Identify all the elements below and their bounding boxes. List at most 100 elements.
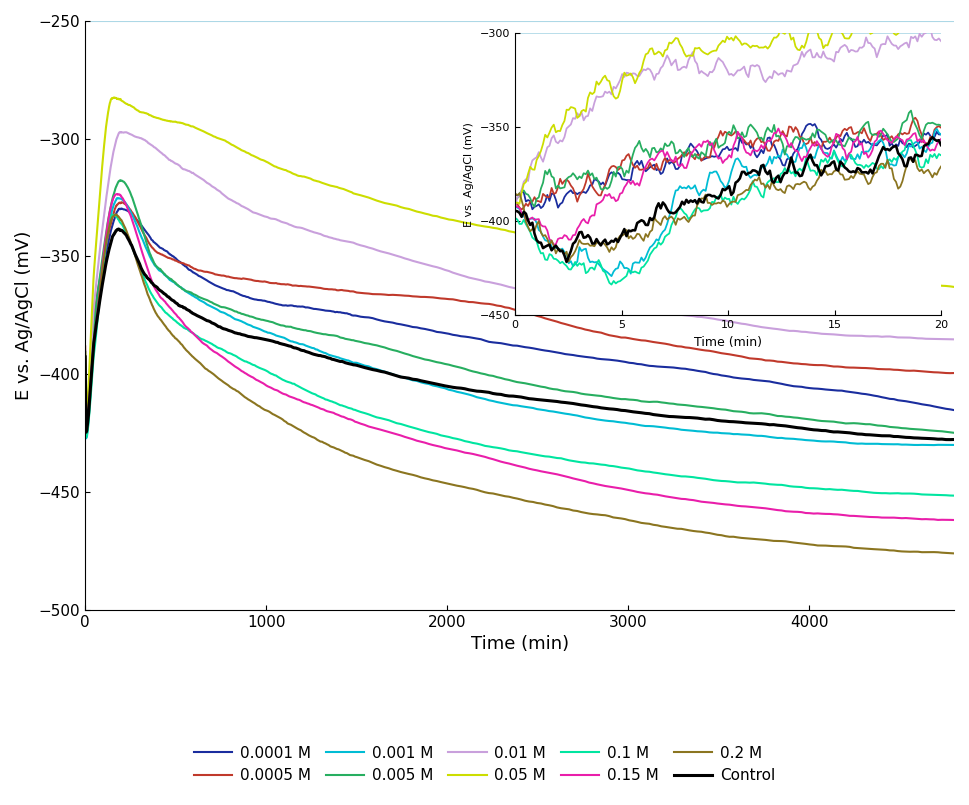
Line: 0.0005 M: 0.0005 M xyxy=(85,202,954,417)
0.01 M xyxy=(147,141,159,151)
0.0001 M xyxy=(84,382,96,391)
0.2 M xyxy=(110,210,122,220)
0.0001 M xyxy=(135,219,146,229)
0.0001 M xyxy=(115,204,127,213)
0.001 M xyxy=(349,358,360,368)
Control xyxy=(134,259,145,269)
0.15 M xyxy=(79,353,91,363)
0.0005 M xyxy=(79,341,91,350)
0.001 M xyxy=(928,440,940,450)
0.05 M xyxy=(135,107,146,117)
Legend: 0.0001 M, 0.0005 M, 0.001 M, 0.005 M, 0.01 M, 0.05 M, 0.1 M, 0.15 M, 0.2 M, Cont: 0.0001 M, 0.0005 M, 0.001 M, 0.005 M, 0.… xyxy=(188,740,781,790)
0.01 M xyxy=(828,329,839,339)
0.2 M xyxy=(949,548,960,558)
0.005 M xyxy=(949,428,960,438)
0.15 M xyxy=(949,515,960,525)
Control xyxy=(949,435,960,444)
0.0005 M xyxy=(351,287,362,297)
0.05 M xyxy=(79,347,91,357)
Line: 0.15 M: 0.15 M xyxy=(85,194,954,520)
0.005 M xyxy=(83,383,95,393)
0.01 M xyxy=(351,239,362,249)
Line: Control: Control xyxy=(85,229,954,440)
Y-axis label: E vs. Ag/AgCl (mV): E vs. Ag/AgCl (mV) xyxy=(15,231,33,400)
0.0005 M xyxy=(135,222,146,232)
0.001 M xyxy=(86,359,98,369)
0.0005 M xyxy=(80,412,92,422)
0.01 M xyxy=(949,335,960,345)
0.005 M xyxy=(86,340,98,349)
0.1 M xyxy=(107,210,118,220)
0.0005 M xyxy=(147,243,159,253)
Control xyxy=(824,427,835,436)
0.0001 M xyxy=(949,405,960,415)
0.005 M xyxy=(79,346,91,356)
Line: 0.05 M: 0.05 M xyxy=(85,97,954,411)
0.15 M xyxy=(349,417,360,427)
0.005 M xyxy=(146,254,158,263)
0.05 M xyxy=(147,112,159,122)
0.001 M xyxy=(79,358,91,368)
0.1 M xyxy=(86,369,98,379)
Control xyxy=(944,435,955,444)
0.005 M xyxy=(349,336,360,345)
0.01 M xyxy=(86,326,98,336)
0.0005 M xyxy=(949,368,960,378)
0.005 M xyxy=(134,215,145,225)
0.0001 M xyxy=(147,236,159,246)
0.15 M xyxy=(86,357,98,366)
0.05 M xyxy=(949,282,960,291)
Line: 0.2 M: 0.2 M xyxy=(85,215,954,553)
0.05 M xyxy=(828,270,839,280)
Control xyxy=(79,351,91,361)
Control xyxy=(112,225,124,234)
0.2 M xyxy=(83,394,95,404)
0.05 M xyxy=(86,297,98,307)
0.05 M xyxy=(80,407,92,416)
0.0001 M xyxy=(86,342,98,352)
0.15 M xyxy=(111,189,123,199)
0.01 M xyxy=(114,127,126,137)
0.0001 M xyxy=(828,386,839,395)
0.0005 M xyxy=(86,332,98,341)
X-axis label: Time (min): Time (min) xyxy=(471,635,569,653)
0.01 M xyxy=(80,415,92,425)
0.05 M xyxy=(351,189,362,199)
0.0001 M xyxy=(80,417,92,427)
Line: 0.1 M: 0.1 M xyxy=(85,215,954,496)
0.15 M xyxy=(824,509,835,518)
0.001 M xyxy=(83,400,95,410)
0.15 M xyxy=(146,277,158,287)
0.001 M xyxy=(824,436,835,446)
0.0005 M xyxy=(828,361,839,371)
0.2 M xyxy=(824,541,835,551)
0.05 M xyxy=(108,93,119,102)
Line: 0.001 M: 0.001 M xyxy=(85,198,954,445)
0.0005 M xyxy=(84,374,96,384)
Control xyxy=(349,360,360,369)
0.2 M xyxy=(79,353,91,363)
0.15 M xyxy=(83,390,95,400)
0.01 M xyxy=(79,345,91,355)
0.0005 M xyxy=(115,197,127,207)
0.0001 M xyxy=(79,346,91,356)
0.1 M xyxy=(949,491,960,501)
Line: 0.0001 M: 0.0001 M xyxy=(85,208,954,422)
0.001 M xyxy=(134,228,145,237)
Line: 0.01 M: 0.01 M xyxy=(85,132,954,420)
0.005 M xyxy=(824,417,835,427)
0.1 M xyxy=(146,290,158,299)
0.005 M xyxy=(115,175,127,185)
Line: 0.005 M: 0.005 M xyxy=(85,180,954,433)
0.001 M xyxy=(111,193,123,203)
0.05 M xyxy=(84,357,96,366)
0.2 M xyxy=(86,357,98,366)
0.2 M xyxy=(349,452,360,461)
0.001 M xyxy=(949,440,960,450)
0.1 M xyxy=(83,407,95,416)
0.1 M xyxy=(134,262,145,271)
0.15 M xyxy=(134,239,145,249)
Control xyxy=(86,358,98,368)
0.0001 M xyxy=(351,311,362,320)
0.001 M xyxy=(146,256,158,266)
